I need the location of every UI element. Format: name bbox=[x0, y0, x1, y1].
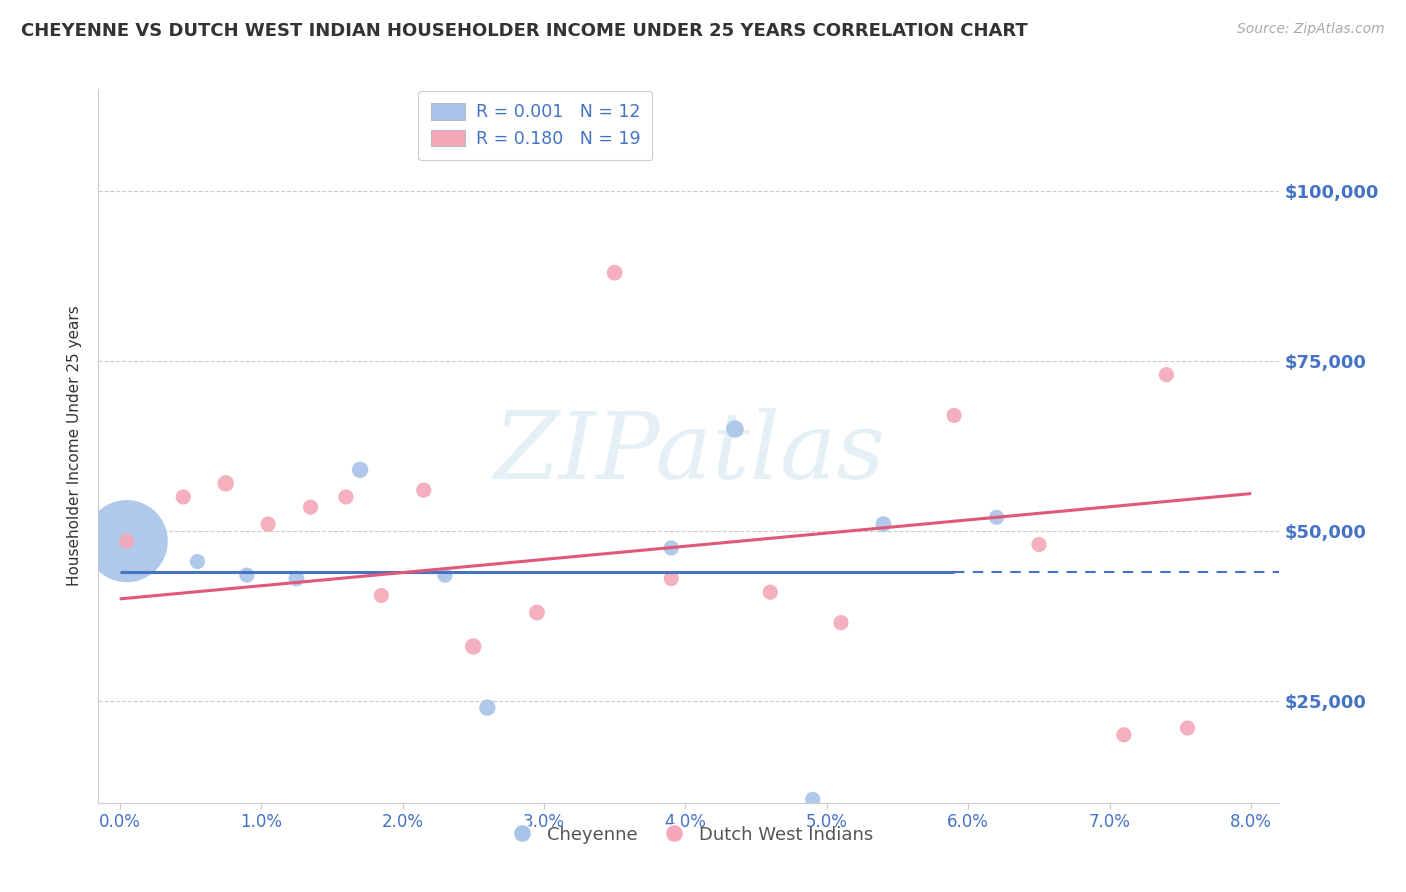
Legend: Cheyenne, Dutch West Indians: Cheyenne, Dutch West Indians bbox=[496, 819, 882, 851]
Point bbox=[1177, 721, 1199, 735]
Text: ZIPatlas: ZIPatlas bbox=[494, 409, 884, 498]
Point bbox=[659, 541, 682, 555]
Point bbox=[830, 615, 852, 630]
Point bbox=[603, 266, 626, 280]
Point bbox=[215, 476, 238, 491]
Point bbox=[412, 483, 434, 498]
Point bbox=[659, 572, 682, 586]
Point bbox=[1028, 537, 1050, 551]
Point bbox=[115, 534, 138, 549]
Point bbox=[463, 640, 485, 654]
Point bbox=[724, 422, 747, 436]
Point bbox=[115, 534, 138, 549]
Point bbox=[335, 490, 357, 504]
Point bbox=[477, 700, 499, 714]
Point bbox=[349, 463, 371, 477]
Point bbox=[299, 500, 322, 515]
Point bbox=[186, 555, 208, 569]
Point bbox=[1156, 368, 1178, 382]
Point bbox=[370, 589, 392, 603]
Point bbox=[257, 517, 280, 532]
Point bbox=[872, 517, 894, 532]
Text: Source: ZipAtlas.com: Source: ZipAtlas.com bbox=[1237, 22, 1385, 37]
Point bbox=[433, 568, 456, 582]
Point bbox=[759, 585, 782, 599]
Y-axis label: Householder Income Under 25 years: Householder Income Under 25 years bbox=[67, 306, 83, 586]
Point bbox=[986, 510, 1008, 524]
Point bbox=[1112, 728, 1135, 742]
Point bbox=[172, 490, 194, 504]
Point bbox=[285, 572, 308, 586]
Point bbox=[943, 409, 966, 423]
Text: CHEYENNE VS DUTCH WEST INDIAN HOUSEHOLDER INCOME UNDER 25 YEARS CORRELATION CHAR: CHEYENNE VS DUTCH WEST INDIAN HOUSEHOLDE… bbox=[21, 22, 1028, 40]
Point bbox=[236, 568, 259, 582]
Point bbox=[801, 792, 824, 806]
Point bbox=[526, 606, 548, 620]
